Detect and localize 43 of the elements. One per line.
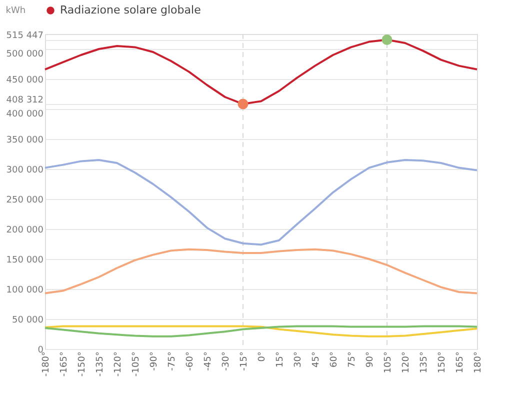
x-tick-label: 15° bbox=[276, 352, 286, 368]
y-tick-label: 100 000 bbox=[6, 286, 44, 296]
x-tick-label: -60° bbox=[186, 352, 196, 371]
legend-label: Radiazione solare globale bbox=[60, 4, 202, 16]
x-tick-label: 60° bbox=[330, 352, 340, 368]
y-tick-label: 200 000 bbox=[6, 226, 44, 236]
x-tick-label: -75° bbox=[168, 352, 178, 371]
x-tick-label: 75° bbox=[348, 352, 358, 368]
x-tick-label: 90° bbox=[366, 352, 376, 368]
x-tick-label: 180° bbox=[474, 352, 484, 374]
x-tick-label: -165° bbox=[60, 352, 70, 376]
x-tick-label: -135° bbox=[96, 352, 106, 376]
y-tick-label: 400 000 bbox=[6, 110, 44, 120]
x-tick-label: -30° bbox=[222, 352, 232, 371]
y-tick-label: 450 000 bbox=[6, 76, 44, 86]
line-series bbox=[44, 248, 478, 294]
line-series bbox=[44, 159, 478, 246]
x-tick-label: 30° bbox=[294, 352, 304, 368]
x-tick-label: 0° bbox=[258, 352, 268, 362]
x-tick-label: -90° bbox=[150, 352, 160, 371]
x-tick-label: -120° bbox=[114, 352, 124, 376]
y-tick-label: 150 000 bbox=[6, 256, 44, 266]
x-tick-label: -45° bbox=[204, 352, 214, 371]
x-tick-label: 45° bbox=[312, 352, 322, 368]
x-tick-label: 135° bbox=[420, 352, 430, 374]
y-tick-label: 500 000 bbox=[6, 50, 44, 60]
y-tick-label: 50 000 bbox=[12, 316, 44, 326]
y-tick-label: 408 312 bbox=[6, 96, 44, 106]
x-tick-label: 150° bbox=[438, 352, 448, 374]
y-tick-label: 350 000 bbox=[6, 136, 44, 146]
y-axis-title: kWh bbox=[6, 6, 26, 16]
x-tick-label: 105° bbox=[384, 352, 394, 374]
y-tick-label: 300 000 bbox=[6, 166, 44, 176]
y-tick-label: 0 bbox=[38, 346, 44, 356]
y-tick-label: 250 000 bbox=[6, 196, 44, 206]
x-tick-label: 165° bbox=[456, 352, 466, 374]
x-tick-label: -180° bbox=[42, 352, 52, 376]
x-tick-label: -105° bbox=[132, 352, 142, 376]
x-tick-label: -15° bbox=[240, 352, 250, 371]
line-series bbox=[44, 325, 478, 338]
y-tick-label: 515 447 bbox=[6, 31, 44, 42]
x-tick-label: -150° bbox=[78, 352, 88, 376]
x-tick-label: 120° bbox=[402, 352, 412, 374]
